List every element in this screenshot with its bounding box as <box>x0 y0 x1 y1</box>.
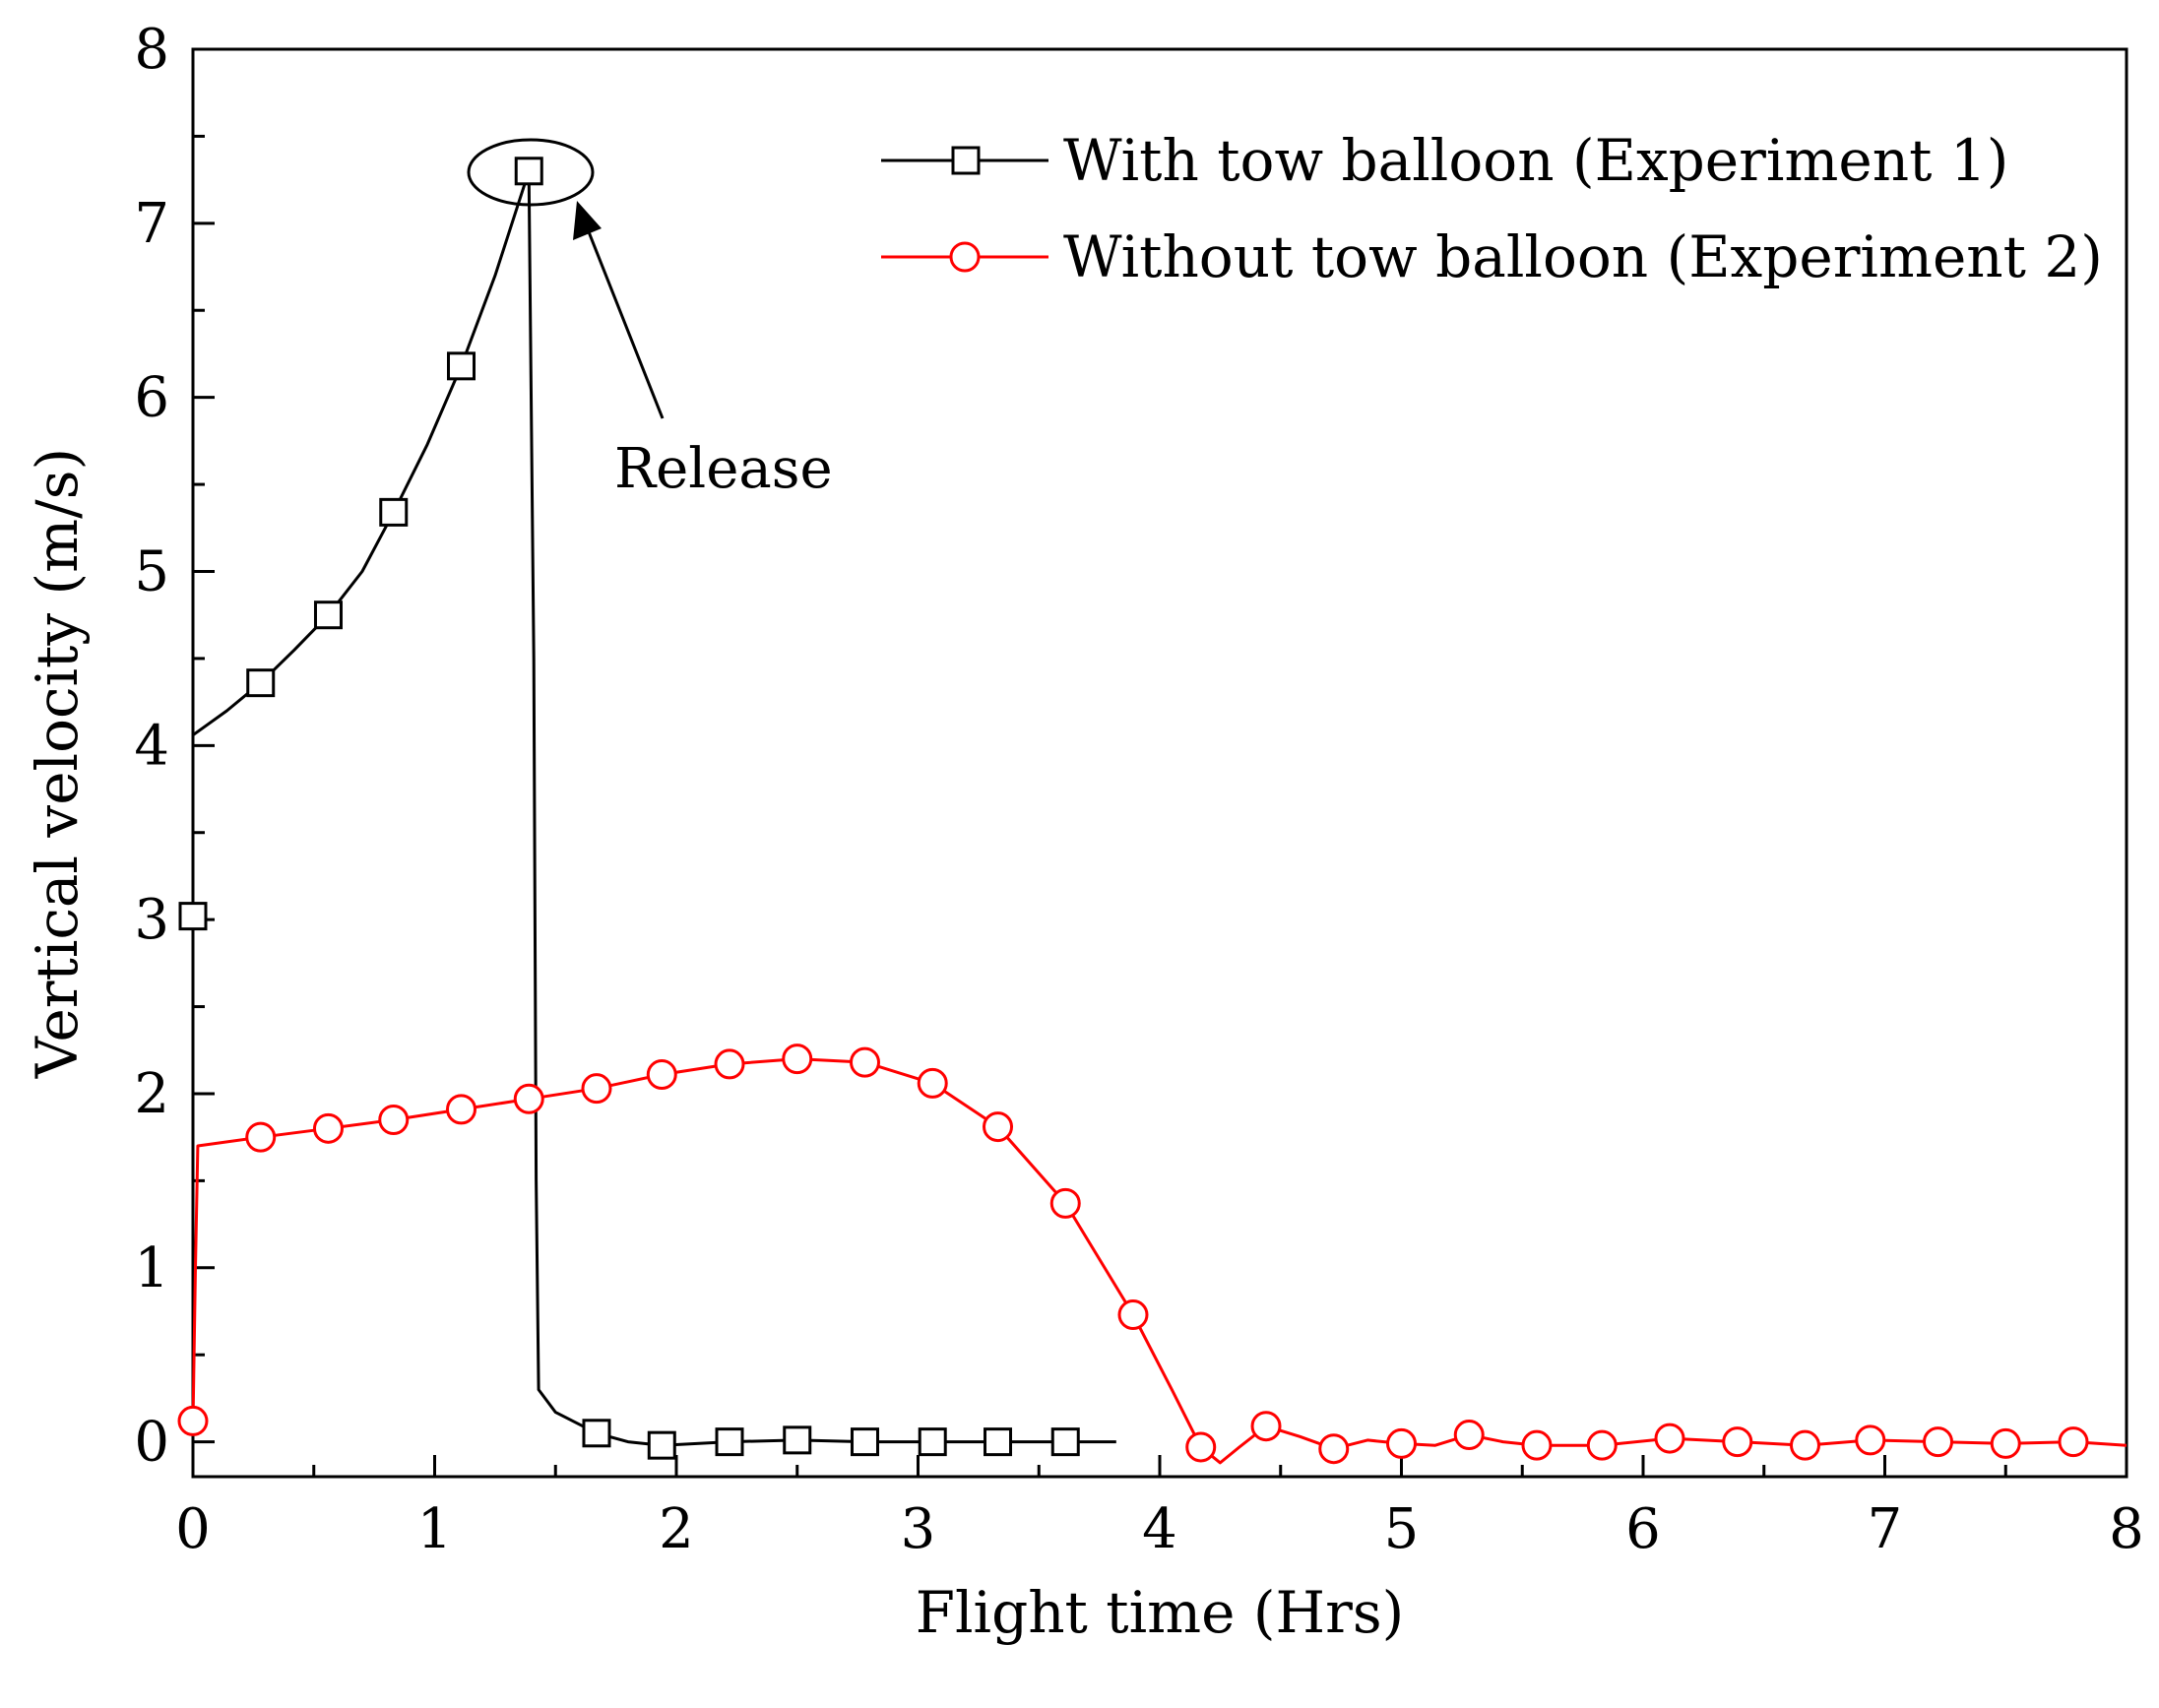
release-annotation: Release <box>614 437 833 501</box>
data-point-circle <box>245 1121 277 1153</box>
data-point-circle <box>1521 1429 1553 1461</box>
data-point-circle <box>1990 1427 2021 1459</box>
x-tick-label: 0 <box>175 1497 211 1561</box>
series-layer <box>177 157 2127 1465</box>
y-tick-label: 8 <box>134 18 169 82</box>
data-point-square <box>647 1430 676 1460</box>
data-point-circle <box>1789 1429 1820 1461</box>
data-point-circle <box>1185 1431 1217 1463</box>
y-tick-label: 2 <box>134 1062 169 1126</box>
y-axis-ticks: 0 1 2 3 4 5 6 7 8 <box>134 18 215 1475</box>
x-tick-label: 8 <box>2109 1497 2144 1561</box>
legend-marker-square <box>951 146 981 175</box>
x-tick-label: 7 <box>1868 1497 1903 1561</box>
data-point-circle <box>1722 1426 1753 1458</box>
data-point-circle <box>177 1405 209 1436</box>
data-point-square <box>850 1427 879 1457</box>
x-tick-label: 6 <box>1625 1497 1661 1561</box>
data-point-circle <box>983 1111 1014 1143</box>
series-1 <box>178 157 1116 1460</box>
data-point-circle <box>1318 1433 1350 1465</box>
data-point-circle <box>513 1083 544 1114</box>
release-ellipse <box>467 138 595 207</box>
data-point-circle <box>1250 1411 1282 1442</box>
data-point-circle <box>1586 1429 1618 1461</box>
y-tick-label: 6 <box>134 366 169 430</box>
data-point-circle <box>446 1094 477 1125</box>
data-point-square <box>379 497 409 527</box>
data-point-circle <box>1386 1427 1417 1459</box>
data-point-circle <box>782 1044 813 1075</box>
data-point-circle <box>2058 1426 2089 1458</box>
data-point-circle <box>646 1059 677 1091</box>
data-point-circle <box>1923 1426 1954 1458</box>
y-tick-label: 1 <box>134 1236 169 1300</box>
y-tick-label: 5 <box>134 539 169 603</box>
data-point-square <box>178 902 208 931</box>
data-point-circle <box>378 1105 410 1135</box>
data-point-square <box>1050 1427 1080 1457</box>
data-point-circle <box>917 1067 948 1099</box>
x-tick-label: 4 <box>1142 1497 1177 1561</box>
data-point-circle <box>1453 1420 1485 1451</box>
data-point-circle <box>714 1048 745 1080</box>
x-axis-label: Flight time (Hrs) <box>916 1579 1405 1646</box>
data-point-square <box>984 1427 1013 1457</box>
legend-label-experiment-2: Without tow balloon (Experiment 2) <box>1063 223 2103 290</box>
data-point-square <box>715 1427 744 1457</box>
legend-label-experiment-1: With tow balloon (Experiment 1) <box>1063 127 2008 194</box>
y-axis-label: Vertical velocity (m/s) <box>24 448 91 1079</box>
series-line <box>192 169 1116 1447</box>
y-tick-label: 3 <box>134 888 169 952</box>
legend-marker-circle <box>949 241 981 273</box>
data-point-circle <box>849 1046 880 1078</box>
data-point-square <box>918 1427 947 1457</box>
data-point-square <box>582 1419 611 1448</box>
data-point-circle <box>1654 1423 1685 1454</box>
x-tick-label: 1 <box>417 1497 453 1561</box>
data-point-circle <box>312 1112 344 1144</box>
series-2 <box>177 1044 2127 1465</box>
data-point-circle <box>581 1073 612 1105</box>
x-tick-label: 2 <box>659 1497 694 1561</box>
x-axis-ticks: 0 1 2 3 4 5 6 7 8 <box>175 1455 2144 1561</box>
data-point-circle <box>1049 1187 1081 1219</box>
data-point-square <box>246 668 276 698</box>
data-point-square <box>313 601 343 630</box>
x-tick-label: 5 <box>1384 1497 1420 1561</box>
data-point-square <box>783 1425 812 1455</box>
y-tick-label: 4 <box>134 714 169 778</box>
y-tick-label: 0 <box>134 1411 169 1475</box>
data-point-square <box>514 157 543 186</box>
data-point-square <box>447 351 476 381</box>
x-tick-label: 3 <box>901 1497 936 1561</box>
legend: With tow balloon (Experiment 1) Without … <box>881 127 2103 290</box>
data-point-circle <box>1117 1299 1149 1331</box>
release-arrow-line <box>584 223 665 419</box>
series-line <box>191 1057 2127 1465</box>
release-arrowhead <box>573 201 602 240</box>
data-point-circle <box>1855 1424 1886 1456</box>
y-tick-label: 7 <box>134 192 169 256</box>
